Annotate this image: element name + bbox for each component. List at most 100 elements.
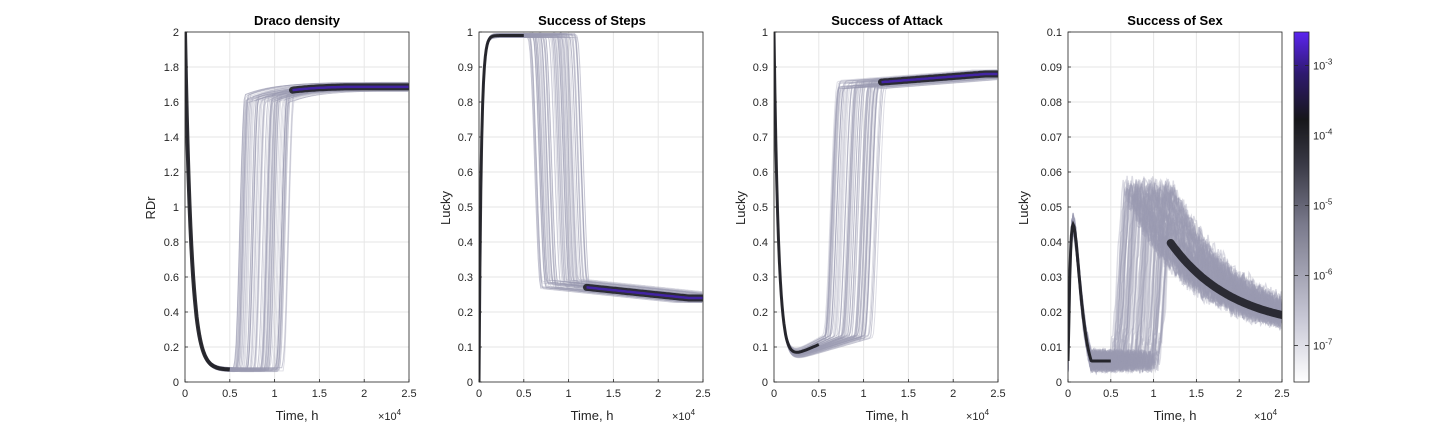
x-tick-label: 2.5	[695, 388, 710, 400]
trajectory	[1068, 186, 1282, 371]
trajectory	[1068, 179, 1282, 371]
x-tick-label: 2	[655, 388, 661, 400]
y-tick-label: 0	[762, 377, 768, 389]
y-tick-label: 0.7	[458, 132, 473, 144]
y-axis-label: RDr	[143, 196, 158, 220]
y-axis-label: Lucky	[1016, 191, 1031, 225]
y-tick-label: 0.7	[753, 132, 768, 144]
y-tick-label: 0.3	[458, 272, 473, 284]
trajectory	[1068, 180, 1282, 370]
trajectory	[1068, 185, 1282, 374]
y-tick-label: 1.8	[164, 62, 179, 74]
trajectory	[185, 32, 409, 369]
x-tick-label: 2.5	[990, 388, 1005, 400]
density-early	[185, 32, 231, 372]
trajectory	[774, 33, 998, 358]
y-tick-label: 0.6	[458, 167, 473, 179]
y-tick-label: 0.01	[1041, 342, 1062, 354]
x-tick-label: 0	[182, 388, 188, 400]
trajectory	[1068, 179, 1282, 372]
trajectory	[1068, 191, 1282, 373]
x-tick-label: 1.5	[1189, 388, 1204, 400]
y-tick-label: 0	[467, 377, 473, 389]
y-tick-label: 1	[173, 202, 179, 214]
y-tick-label: 0	[1056, 377, 1062, 389]
trajectory	[774, 32, 998, 351]
y-tick-label: 0.4	[753, 237, 768, 249]
trajectory	[1068, 185, 1282, 374]
trajectory	[1068, 182, 1282, 373]
x-tick-label: 1	[861, 388, 867, 400]
trajectory	[774, 33, 998, 359]
x-tick-label: 1	[272, 388, 278, 400]
x-tick-label: 2.5	[401, 388, 416, 400]
trajectory	[1068, 182, 1282, 370]
trajectory	[774, 32, 998, 351]
y-axis-label: Lucky	[438, 191, 453, 225]
x-tick-label: 1.5	[901, 388, 916, 400]
trajectory	[479, 36, 703, 382]
x-exponent: ×104	[672, 408, 696, 423]
trajectory	[1068, 188, 1282, 373]
trajectory	[1068, 191, 1282, 372]
trajectory	[1068, 182, 1282, 373]
x-tick-label: 0.5	[811, 388, 826, 400]
y-tick-label: 0.5	[753, 202, 768, 214]
y-tick-label: 0.1	[458, 342, 473, 354]
trajectory	[479, 36, 703, 382]
trajectory	[479, 33, 703, 381]
trajectory	[1068, 184, 1282, 374]
x-tick-label: 2	[361, 388, 367, 400]
trajectory	[479, 33, 703, 381]
trajectory	[1068, 183, 1282, 376]
x-exponent: ×104	[1254, 408, 1278, 423]
y-tick-label: 1.2	[164, 167, 179, 179]
y-tick-label: 0.07	[1041, 132, 1062, 144]
trajectory	[1068, 183, 1282, 374]
trajectory	[479, 32, 703, 381]
panel-success-of-sex: 0 0.5 1 1.5 2 2.5 0 0.01 0.02 0.03 0.04 0.05 0.06 0.0…	[1016, 13, 1290, 423]
density-core	[1166, 239, 1282, 319]
trajectory	[774, 34, 998, 358]
trajectory	[185, 34, 409, 373]
x-exponent: ×104	[378, 408, 402, 423]
axes-box	[773, 31, 999, 383]
trajectory	[1068, 186, 1282, 374]
x-tick-label: 2	[950, 388, 956, 400]
y-tick-label: 0.2	[753, 307, 768, 319]
trajectory	[1068, 191, 1282, 372]
trajectory	[1068, 194, 1282, 372]
y-tick-label: 0.03	[1041, 272, 1062, 284]
density-peak	[292, 85, 409, 92]
colorbar: 10-7 10-6 10-5 10-4 10-3	[1293, 31, 1333, 383]
density-peak	[586, 286, 703, 300]
density-trajectories	[1068, 175, 1282, 376]
trajectory	[1068, 180, 1282, 372]
y-tick-label: 0.1	[1047, 27, 1062, 39]
x-tick-label: 2.5	[1274, 388, 1289, 400]
colorbar-tick-label: 10-7	[1313, 337, 1333, 352]
colorbar-gradient	[1293, 31, 1310, 383]
y-tick-label: 0.09	[1041, 62, 1062, 74]
trajectory	[479, 33, 703, 381]
trajectory	[479, 33, 703, 381]
trajectory	[1068, 187, 1282, 372]
chart-title: Success of Sex	[1127, 13, 1223, 28]
density-peak	[881, 72, 998, 84]
density-trajectories	[185, 32, 409, 373]
trajectory	[1068, 185, 1282, 373]
y-tick-label: 0.8	[458, 97, 473, 109]
y-tick-label: 0.9	[458, 62, 473, 74]
y-tick-label: 1.4	[164, 132, 179, 144]
trajectory	[1068, 185, 1282, 372]
x-tick-label: 0	[476, 388, 482, 400]
density-trajectories	[479, 32, 703, 382]
panel-draco-density: 0 0.5 1 1.5 2 2.500.20.40.60.811.21.41.61.82 …	[143, 13, 417, 423]
y-tick-label: 0.3	[753, 272, 768, 284]
trajectory	[774, 33, 998, 357]
x-tick-label: 0	[771, 388, 777, 400]
y-tick-label: 0.8	[753, 97, 768, 109]
y-tick-label: 0.9	[753, 62, 768, 74]
trajectory	[479, 32, 703, 381]
